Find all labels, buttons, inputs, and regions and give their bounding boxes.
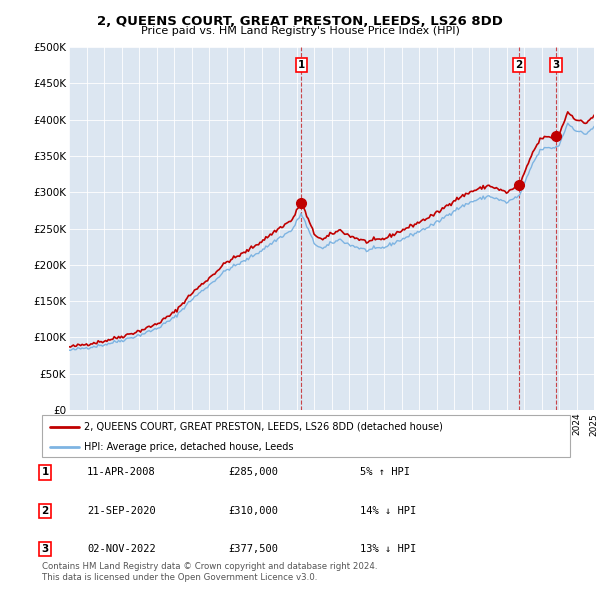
- Text: 21-SEP-2020: 21-SEP-2020: [87, 506, 156, 516]
- Text: 14% ↓ HPI: 14% ↓ HPI: [360, 506, 416, 516]
- Text: Price paid vs. HM Land Registry's House Price Index (HPI): Price paid vs. HM Land Registry's House …: [140, 26, 460, 36]
- Text: £377,500: £377,500: [228, 544, 278, 554]
- Text: 5% ↑ HPI: 5% ↑ HPI: [360, 467, 410, 477]
- Text: 2: 2: [515, 60, 523, 70]
- Text: Contains HM Land Registry data © Crown copyright and database right 2024.
This d: Contains HM Land Registry data © Crown c…: [42, 562, 377, 582]
- Text: 2, QUEENS COURT, GREAT PRESTON, LEEDS, LS26 8DD: 2, QUEENS COURT, GREAT PRESTON, LEEDS, L…: [97, 15, 503, 28]
- Text: 2: 2: [41, 506, 49, 516]
- Text: 02-NOV-2022: 02-NOV-2022: [87, 544, 156, 554]
- Text: £310,000: £310,000: [228, 506, 278, 516]
- Text: HPI: Average price, detached house, Leeds: HPI: Average price, detached house, Leed…: [84, 442, 294, 451]
- Text: 13% ↓ HPI: 13% ↓ HPI: [360, 544, 416, 554]
- Text: 1: 1: [41, 467, 49, 477]
- Text: 2, QUEENS COURT, GREAT PRESTON, LEEDS, LS26 8DD (detached house): 2, QUEENS COURT, GREAT PRESTON, LEEDS, L…: [84, 422, 443, 432]
- Text: 1: 1: [298, 60, 305, 70]
- Text: 3: 3: [41, 544, 49, 554]
- Text: 3: 3: [553, 60, 560, 70]
- Text: 11-APR-2008: 11-APR-2008: [87, 467, 156, 477]
- Text: £285,000: £285,000: [228, 467, 278, 477]
